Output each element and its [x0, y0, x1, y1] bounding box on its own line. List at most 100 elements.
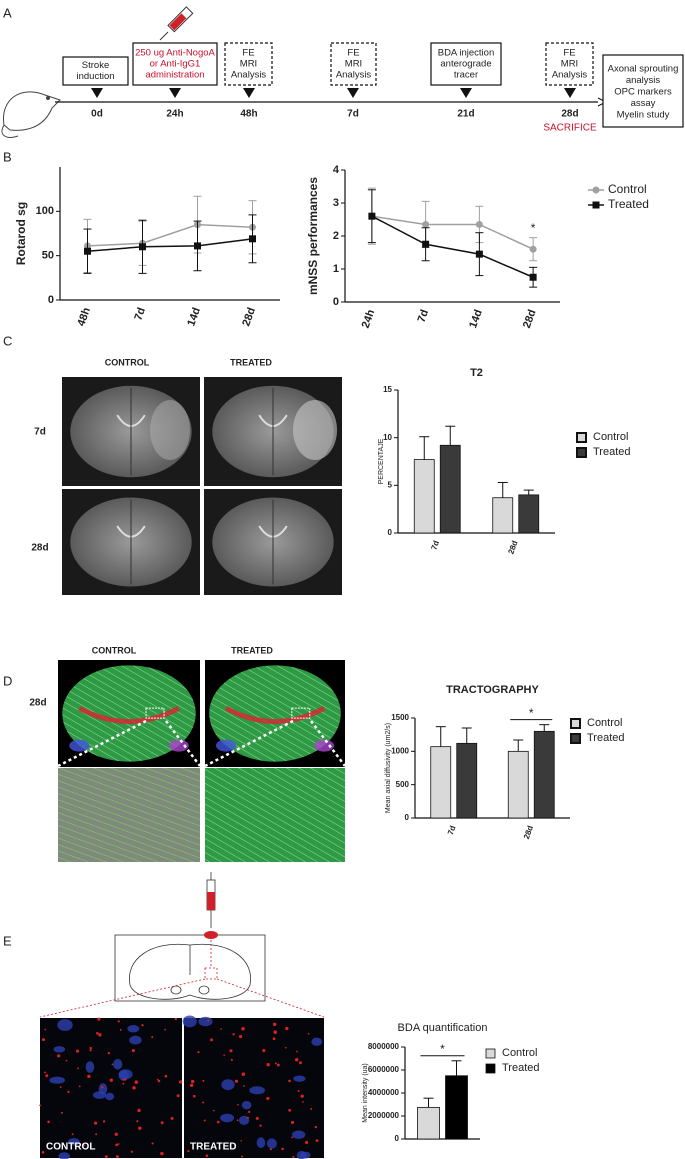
bda-signal: [266, 1096, 270, 1100]
tracto-blue: [168, 739, 189, 752]
column-label: CONTROL: [92, 645, 137, 655]
panel-label: B: [3, 149, 12, 164]
bda-signal: [284, 1046, 287, 1049]
bda-signal: [212, 1109, 215, 1112]
bda-signal: [192, 1094, 196, 1098]
y-tick-label: 1000: [391, 746, 409, 755]
y-tick-label: 500: [396, 780, 410, 789]
bda-signal: [93, 1121, 98, 1125]
legend-marker: [592, 186, 600, 194]
bar: [413, 459, 435, 534]
nucleus: [296, 1150, 307, 1159]
column-label: CONTROL: [105, 357, 150, 367]
bda-signal: [236, 1119, 239, 1122]
bda-signal: [77, 1067, 79, 1070]
fluorescence-image: [40, 1018, 182, 1158]
tracto-zoom: [205, 768, 345, 862]
timeline-box-text: FE: [347, 48, 359, 59]
bda-signal: [262, 1049, 266, 1053]
bda-signal: [302, 1101, 304, 1103]
annotation: *: [529, 706, 534, 720]
timeline-marker: [460, 88, 472, 98]
timeline-marker: [243, 88, 255, 98]
zoom-box: [291, 707, 311, 719]
syringe-icon: [159, 6, 194, 41]
tracto-blue: [69, 739, 90, 752]
point: [529, 245, 537, 253]
timeline-box: [132, 42, 218, 86]
bda-signal: [41, 1151, 45, 1154]
bda-signal: [307, 1032, 310, 1035]
chart-title: T2: [470, 367, 483, 379]
bda-signal: [81, 1143, 85, 1147]
bda-signal: [178, 1080, 183, 1084]
point: [194, 242, 201, 250]
timeline-marker: [347, 88, 359, 98]
bar: [518, 494, 540, 534]
bda-signal: [176, 1094, 180, 1098]
legend-swatch: [485, 1048, 496, 1059]
bda-signal: [288, 1108, 292, 1112]
bda-signal: [285, 1026, 289, 1031]
mouse-icon: [1, 91, 61, 138]
outcome-text: Myelin study: [617, 110, 670, 121]
bda-signal: [237, 1103, 239, 1106]
image-label: CONTROL: [46, 1142, 95, 1153]
bda-signal: [314, 1125, 317, 1129]
x-tick-label: 28d: [506, 539, 519, 555]
bda-signal: [115, 1143, 118, 1147]
bda-signal: [229, 1049, 233, 1053]
y-tick-label: 0: [405, 813, 410, 822]
tracto-blue: [314, 739, 334, 752]
lesion: [150, 400, 190, 460]
y-tick-label: 10: [383, 433, 392, 442]
sacrifice-label: SACRIFICE: [543, 123, 597, 134]
nucleus: [266, 1138, 277, 1149]
y-tick-label: 5: [388, 480, 393, 489]
timeline-box-text: MRI: [561, 59, 578, 70]
y-axis-label: mNSS performances: [306, 177, 320, 295]
y-axis-label: Mean axial diffusivity (um2/s): [385, 723, 392, 813]
bda-signal: [141, 1024, 144, 1027]
bda-signal: [297, 1090, 300, 1092]
x-tick-label: 7d: [132, 306, 148, 322]
bda-signal: [246, 1116, 249, 1119]
nucleus: [113, 1058, 123, 1070]
bda-signal: [296, 1050, 298, 1053]
bda-signal: [100, 1086, 104, 1089]
x-tick-label: 28d: [522, 824, 535, 840]
nucleus: [58, 1152, 70, 1159]
bda-signal: [255, 1116, 259, 1120]
bda-signal: [71, 1133, 74, 1136]
point: [475, 250, 483, 258]
bda-signal: [45, 1074, 49, 1078]
legend-label: Treated: [593, 446, 631, 458]
bda-signal: [124, 1078, 127, 1081]
brain-schematic: [39, 872, 325, 1018]
image-label: TREATED: [190, 1142, 236, 1153]
bar: [417, 1106, 440, 1140]
point: [84, 247, 91, 255]
bda-signal: [132, 1086, 136, 1090]
bda-signal: [130, 1150, 133, 1153]
y-tick-label: 1: [333, 263, 339, 275]
timeline-box: [62, 56, 129, 86]
bda-signal: [281, 1147, 284, 1151]
bda-signal: [202, 1079, 205, 1082]
bda-signal: [57, 1054, 61, 1058]
bda-signal: [272, 1022, 277, 1027]
bda-signal: [259, 1124, 262, 1127]
annotation: *: [531, 221, 536, 235]
bda-signal: [273, 1030, 277, 1035]
bda-signal: [310, 1108, 313, 1110]
bda-signal: [131, 1049, 135, 1053]
nucleus: [57, 1019, 73, 1031]
line: [371, 215, 534, 250]
chart-title: TRACTOGRAPHY: [446, 684, 539, 696]
timeline-time: 28d: [561, 109, 578, 120]
timeline-time: 7d: [347, 109, 359, 120]
panel-label: D: [3, 673, 12, 688]
timeline-box-text: tracer: [454, 70, 478, 81]
bda-signal: [295, 1057, 299, 1062]
bda-signal: [240, 1140, 242, 1142]
